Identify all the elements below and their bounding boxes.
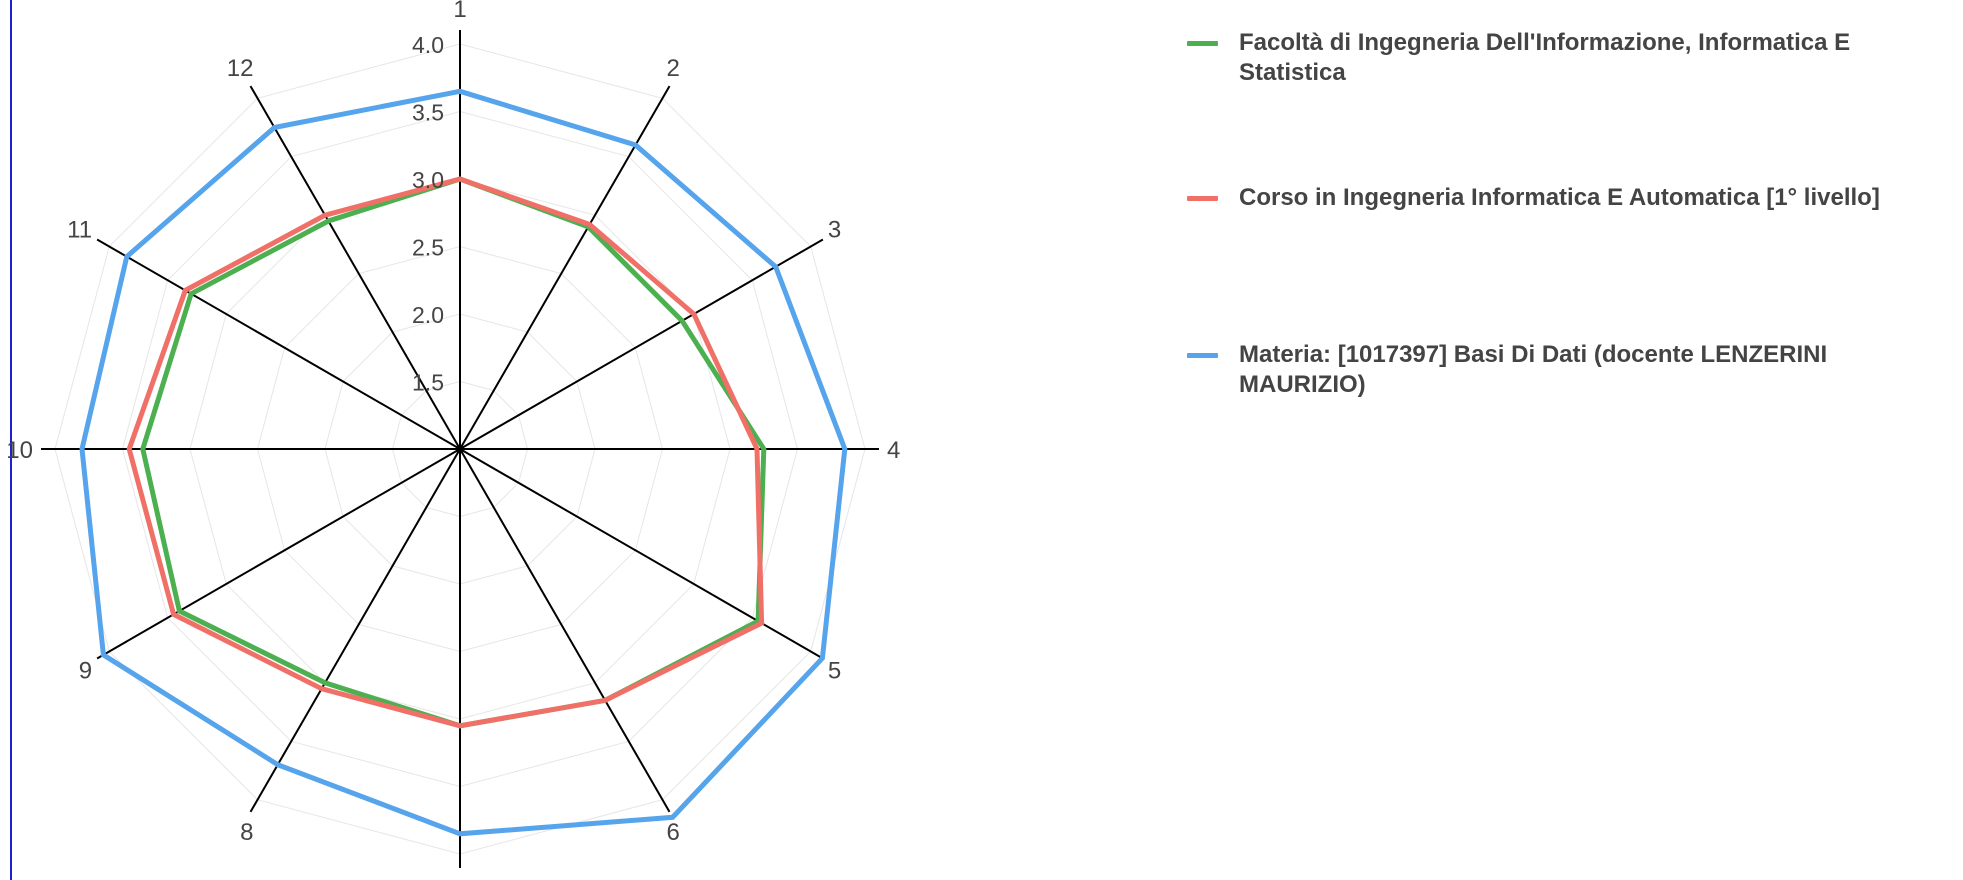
radial-tick-label: 3.5 xyxy=(412,100,444,126)
legend-swatch xyxy=(1187,196,1218,201)
axis-spoke xyxy=(96,448,461,660)
axis-label-layer: 123456789101112 xyxy=(6,0,900,880)
axis-label: 7 xyxy=(453,878,466,880)
legend-label: Corso in Ingegneria Informatica E Automa… xyxy=(1239,184,1880,211)
legend-item[interactable]: Facoltà di Ingegneria Dell'Informazione,… xyxy=(1187,28,1957,88)
series-line-1[interactable] xyxy=(126,176,765,729)
axis-spoke xyxy=(459,448,824,660)
axis-label: 1 xyxy=(453,0,466,23)
legend-swatch xyxy=(1187,353,1218,358)
left-border-line xyxy=(10,0,12,880)
legend-item[interactable]: Corso in Ingegneria Informatica E Automa… xyxy=(1187,183,1957,213)
legend-label: Facoltà di Ingegneria Dell'Informazione,… xyxy=(1239,29,1851,86)
radial-tick-label: 4.0 xyxy=(412,32,444,58)
axis-label: 11 xyxy=(67,217,92,244)
series-layer xyxy=(79,88,848,837)
tick-layer: 1.5 2.0 2.5 3.0 3.5 4.0 xyxy=(412,32,444,396)
axis-spoke xyxy=(459,448,671,813)
axis-label: 8 xyxy=(240,819,253,846)
series-line-2[interactable] xyxy=(79,88,848,837)
axis-spoke xyxy=(459,238,824,450)
legend-swatch xyxy=(1187,41,1218,46)
axis-label: 4 xyxy=(887,437,900,464)
axis-label: 2 xyxy=(667,55,680,82)
radial-tick-label: 3.0 xyxy=(412,167,444,193)
axis-spoke xyxy=(249,448,461,813)
axis-label: 12 xyxy=(227,55,254,82)
radial-tick-label: 1.5 xyxy=(412,370,444,396)
axis-label: 10 xyxy=(6,437,33,464)
axis-label: 6 xyxy=(667,819,680,846)
axis-spoke xyxy=(249,85,461,450)
axis-label: 3 xyxy=(828,217,841,244)
axis-label: 5 xyxy=(828,658,841,685)
axis-label: 9 xyxy=(79,658,92,685)
spoke-layer xyxy=(41,30,879,868)
radial-tick-label: 2.5 xyxy=(412,235,444,261)
axis-spoke xyxy=(96,238,461,450)
legend-item[interactable]: Materia: [1017397] Basi Di Dati (docente… xyxy=(1187,340,1957,400)
legend: Facoltà di Ingegneria Dell'Informazione,… xyxy=(1187,28,1957,400)
legend-label: Materia: [1017397] Basi Di Dati (docente… xyxy=(1239,341,1828,398)
radial-tick-label: 2.0 xyxy=(412,302,444,328)
